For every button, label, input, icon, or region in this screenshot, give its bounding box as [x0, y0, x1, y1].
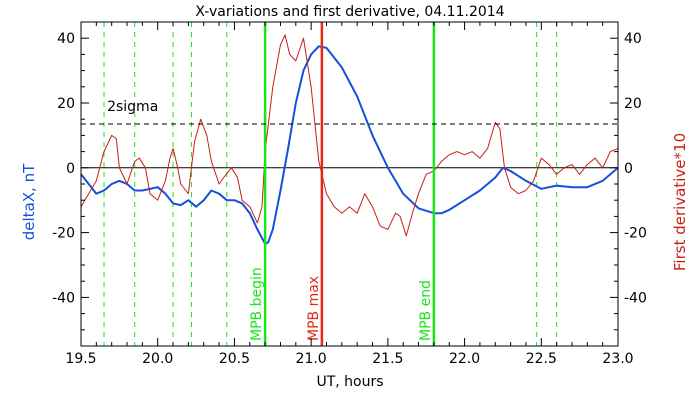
threshold-label: 2sigma: [107, 99, 158, 115]
x-tick-label: 20.5: [219, 351, 250, 367]
y-tick-label-right: 0: [624, 161, 633, 177]
y-axis-label-right: First derivative*10: [671, 133, 689, 271]
y-tick-label-left: -20: [52, 226, 75, 242]
y-tick-label-left: -40: [52, 290, 75, 306]
y-tick-label-left: 20: [57, 96, 75, 112]
x-tick-label: 20.0: [142, 351, 173, 367]
x-tick-label: 22.5: [526, 351, 557, 367]
y-axis-label-left: deltaX, nT: [20, 163, 38, 240]
deltax-series-line: [80, 45, 619, 245]
x-tick-label: 21.5: [372, 351, 403, 367]
frame-group: 19.5 20.0 20.5 21.0 21.5 22.0 22.5 23.0 -40 -20 0 2…: [52, 21, 647, 367]
plot-frame: [80, 21, 619, 347]
marker-label: MPB max: [306, 276, 322, 341]
y-tick-label-left: 40: [57, 31, 75, 47]
marker-label: MPB end: [418, 280, 434, 341]
derivative-series-line: [80, 34, 619, 237]
y-tick-label-left: 0: [66, 161, 75, 177]
y-tick-label-right: 20: [624, 96, 642, 112]
marker-label: MPB begin: [249, 267, 265, 341]
x-tick-label: 22.0: [449, 351, 480, 367]
x-tick-label: 23.0: [602, 351, 633, 367]
plot-area: MPB begin MPB max MPB end: [80, 22, 619, 346]
y-tick-label-right: 40: [624, 31, 642, 47]
y-tick-label-right: -20: [624, 226, 647, 242]
y-tick-label-right: -40: [624, 290, 647, 306]
x-tick-label: 19.5: [65, 351, 96, 367]
x-tick-label: 21.0: [296, 351, 327, 367]
chart-title: X-variations and first derivative, 04.11…: [195, 4, 504, 20]
threshold-group: 2sigma: [81, 99, 618, 125]
x-axis-label: UT, hours: [316, 374, 383, 390]
